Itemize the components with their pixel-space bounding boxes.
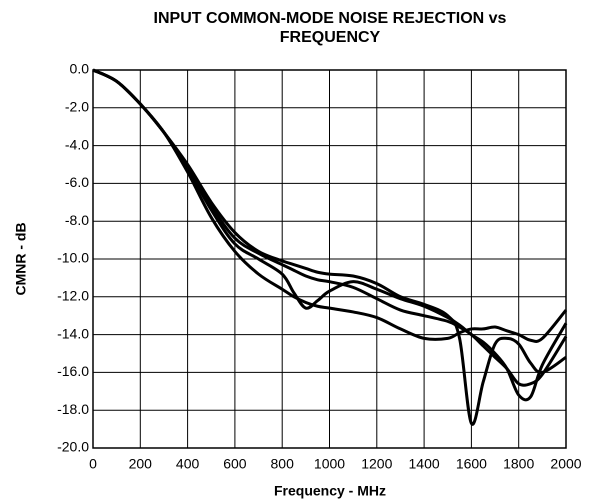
x-tick-label: 400 bbox=[176, 456, 200, 472]
y-tick-label: -10.0 bbox=[57, 250, 89, 266]
data-line bbox=[92, 68, 568, 387]
data-line bbox=[92, 68, 568, 343]
x-tick-label: 1600 bbox=[456, 456, 487, 472]
y-tick-label: -20.0 bbox=[57, 439, 89, 455]
x-axis-label: Frequency - MHz bbox=[274, 483, 386, 499]
x-tick-label: 1400 bbox=[409, 456, 440, 472]
y-tick-label: -18.0 bbox=[57, 401, 89, 417]
x-tick-label: 2000 bbox=[550, 456, 581, 472]
chart-title: FREQUENCY bbox=[280, 29, 381, 46]
y-tick-label: -6.0 bbox=[65, 174, 89, 190]
x-tick-label: 0 bbox=[89, 456, 97, 472]
y-tick-label: -2.0 bbox=[65, 99, 89, 115]
x-tick-label: 1800 bbox=[503, 456, 534, 472]
y-tick-label: -16.0 bbox=[57, 363, 89, 379]
chart-title: INPUT COMMON-MODE NOISE REJECTION vs bbox=[154, 10, 507, 27]
x-tick-label: 1000 bbox=[314, 456, 345, 472]
y-tick-label: -14.0 bbox=[57, 325, 89, 341]
x-tick-label: 200 bbox=[129, 456, 153, 472]
y-axis-label: CMNR - dB bbox=[13, 222, 29, 295]
y-tick-label: -8.0 bbox=[65, 212, 89, 228]
plot-frame bbox=[92, 69, 567, 449]
y-tick-label: -12.0 bbox=[57, 288, 89, 304]
y-tick-label: -4.0 bbox=[65, 136, 89, 152]
y-tick-label: 0.0 bbox=[70, 61, 90, 77]
x-tick-label: 600 bbox=[223, 456, 247, 472]
x-tick-label: 1200 bbox=[361, 456, 392, 472]
x-tick-label: 800 bbox=[271, 456, 295, 472]
